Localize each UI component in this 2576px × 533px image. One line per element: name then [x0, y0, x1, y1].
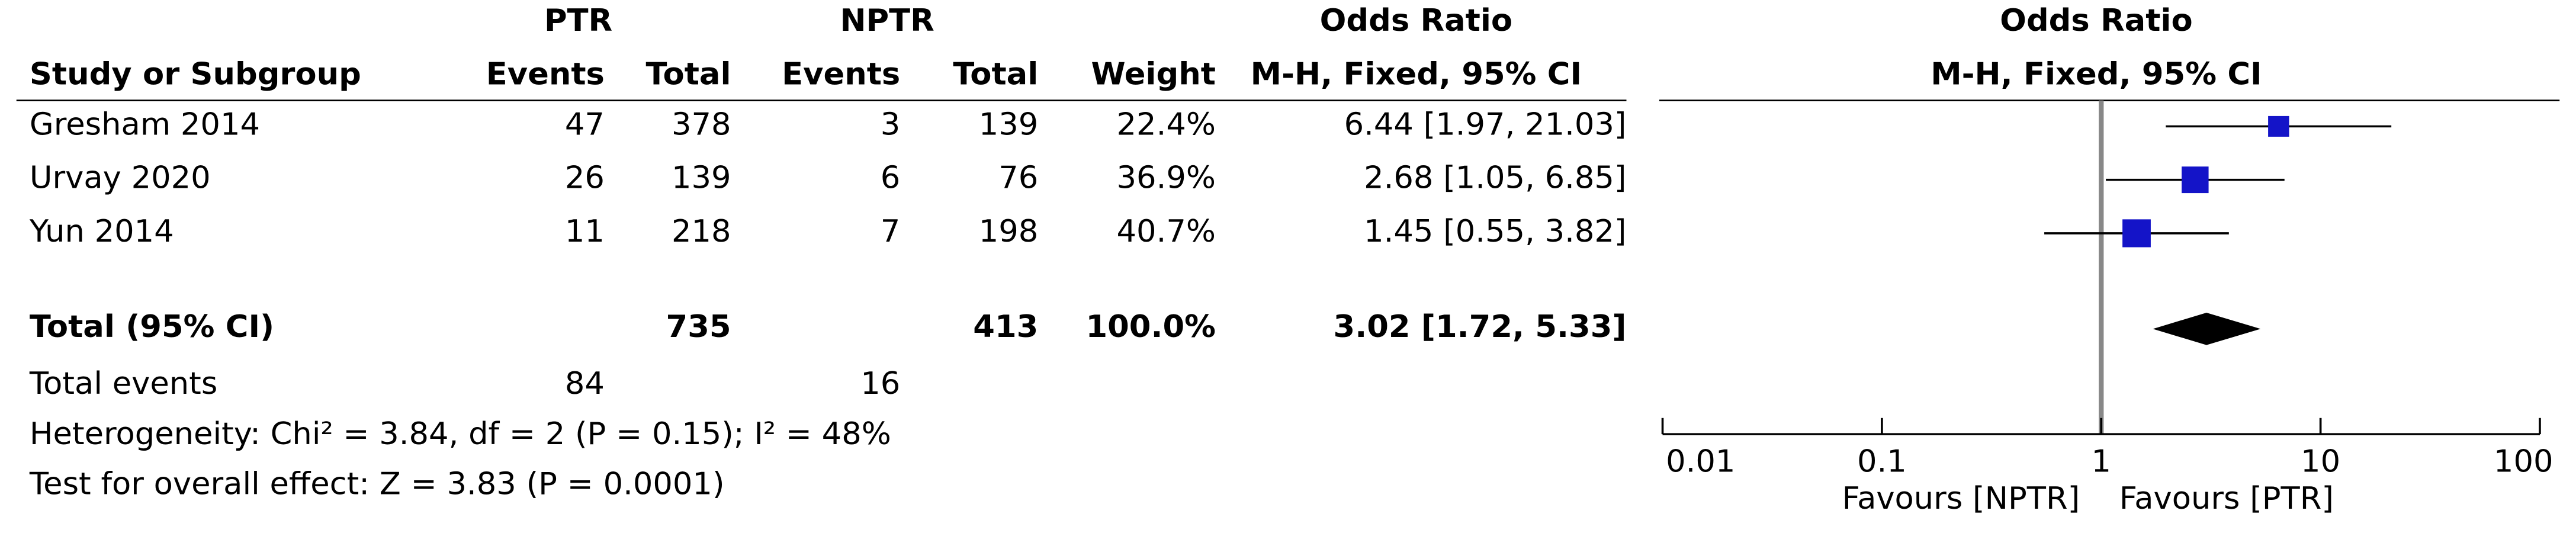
cell: 378 — [672, 107, 731, 143]
column-header: Total — [953, 56, 1038, 92]
weight-square — [2182, 166, 2209, 194]
column-header: Events — [782, 56, 900, 92]
cell: 3 — [881, 107, 901, 143]
plot-title: Odds Ratio — [2000, 3, 2193, 39]
column-header: Total — [646, 56, 731, 92]
total-cell: 735 — [666, 309, 731, 345]
odds-ratio: 1.45 [0.55, 3.82] — [1364, 213, 1626, 249]
column-header: Weight — [1091, 56, 1215, 92]
total-events: 16 — [860, 365, 900, 402]
study-name: Urvay 2020 — [30, 160, 211, 196]
cell: 198 — [979, 213, 1039, 249]
odds-ratio: 2.68 [1.05, 6.85] — [1364, 160, 1626, 196]
study-name: Yun 2014 — [29, 213, 174, 249]
cell: 11 — [565, 213, 605, 249]
cell: 76 — [998, 160, 1038, 196]
cell: 26 — [565, 160, 605, 196]
x-tick-label: 0.01 — [1666, 444, 1735, 480]
study-name: Gresham 2014 — [30, 107, 260, 143]
cell: 139 — [672, 160, 731, 196]
cell: 40.7% — [1117, 213, 1216, 249]
total-diamond — [2153, 312, 2261, 345]
group-header: NPTR — [840, 3, 934, 39]
total-cell: 413 — [973, 309, 1038, 345]
group-header: Odds Ratio — [1320, 3, 1513, 39]
weight-square — [2122, 219, 2151, 248]
odds-ratio: 6.44 [1.97, 21.03] — [1344, 107, 1627, 143]
total-name: Total (95% CI) — [30, 309, 274, 345]
cell: 36.9% — [1117, 160, 1216, 196]
favours-left: Favours [NPTR] — [1842, 481, 2080, 517]
cell: 47 — [565, 107, 605, 143]
total-events: 84 — [565, 365, 605, 402]
cell: 218 — [672, 213, 731, 249]
x-tick-label: 100 — [2494, 444, 2553, 480]
cell: 139 — [979, 107, 1039, 143]
column-header: Study or Subgroup — [30, 56, 361, 92]
x-tick-label: 1 — [2091, 444, 2111, 480]
total-events-label: Total events — [29, 365, 217, 402]
x-tick-label: 10 — [2301, 444, 2340, 480]
total-or: 3.02 [1.72, 5.33] — [1334, 309, 1627, 345]
overall-effect: Test for overall effect: Z = 3.83 (P = 0… — [29, 466, 725, 502]
cell: 7 — [881, 213, 901, 249]
column-header: M-H, Fixed, 95% CI — [1251, 56, 1582, 92]
total-cell: 100.0% — [1085, 309, 1215, 345]
group-header: PTR — [544, 3, 612, 39]
cell: 6 — [881, 160, 901, 196]
weight-square — [2268, 115, 2289, 137]
heterogeneity: Heterogeneity: Chi² = 3.84, df = 2 (P = … — [30, 416, 891, 452]
cell: 22.4% — [1117, 107, 1216, 143]
column-header: Events — [486, 56, 605, 92]
x-tick-label: 0.1 — [1857, 444, 1907, 480]
plot-subtitle: M-H, Fixed, 95% CI — [1931, 56, 2262, 92]
favours-right: Favours [PTR] — [2119, 481, 2334, 517]
